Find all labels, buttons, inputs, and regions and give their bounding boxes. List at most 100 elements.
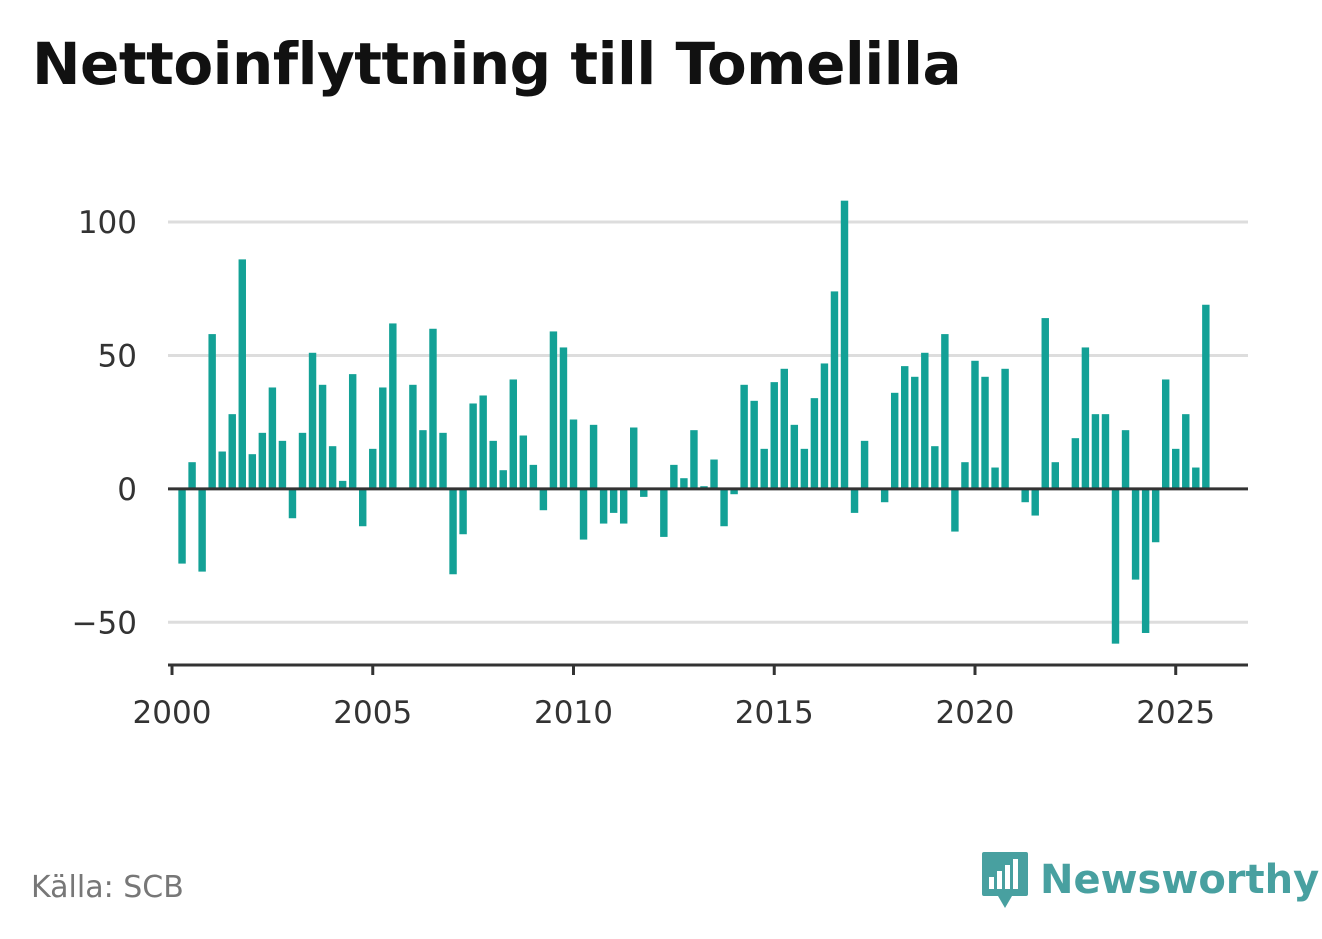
bar	[951, 488, 959, 532]
bar	[228, 414, 236, 489]
bar	[911, 376, 919, 489]
bar	[1041, 318, 1049, 489]
bar	[549, 331, 558, 489]
bar	[278, 440, 287, 489]
bar	[1161, 379, 1170, 489]
bar	[1192, 467, 1200, 489]
bar	[800, 448, 809, 489]
bar	[1001, 368, 1009, 489]
bar	[198, 488, 206, 572]
bar	[991, 467, 999, 489]
bar	[288, 488, 297, 519]
x-tick-label: 2010	[534, 695, 613, 731]
bar	[1081, 347, 1090, 489]
bar	[238, 259, 246, 489]
bar	[1101, 414, 1110, 489]
y-tick-label: 50	[98, 338, 137, 374]
bar	[921, 352, 929, 489]
bar	[890, 392, 899, 489]
bar	[559, 347, 568, 489]
bar	[619, 488, 628, 524]
bar	[1111, 488, 1120, 644]
bar	[539, 488, 548, 511]
bars	[178, 200, 1210, 644]
bar	[459, 488, 467, 535]
bar	[860, 440, 869, 489]
bar	[770, 382, 778, 489]
bar	[810, 398, 819, 489]
bar	[258, 432, 267, 489]
bar	[830, 291, 839, 489]
bar	[961, 462, 969, 489]
bar	[680, 478, 688, 489]
bar	[720, 488, 728, 527]
bar	[529, 464, 538, 489]
bar	[941, 334, 949, 489]
bar	[740, 384, 748, 489]
bar	[268, 387, 277, 489]
bar	[760, 448, 768, 489]
bar	[579, 488, 588, 540]
bar	[439, 432, 447, 489]
bar	[609, 488, 618, 513]
bar	[750, 400, 758, 489]
bar	[369, 448, 377, 489]
y-tick-label: 100	[78, 205, 137, 241]
bar	[880, 488, 889, 503]
bar	[178, 488, 186, 564]
bar	[449, 488, 457, 575]
bar	[850, 488, 859, 513]
bar	[630, 427, 638, 489]
grid-lines	[168, 220, 1248, 624]
bar	[469, 403, 477, 489]
bar	[710, 459, 718, 489]
bar	[589, 424, 598, 489]
source-note: Källa: SCB	[31, 870, 184, 905]
bar	[790, 424, 799, 489]
bar	[389, 323, 397, 489]
bar	[1071, 438, 1080, 489]
bar	[489, 440, 497, 489]
bar	[820, 363, 829, 489]
bar	[1051, 462, 1059, 489]
bar	[1202, 304, 1210, 489]
bar	[1031, 488, 1039, 516]
bar	[519, 435, 528, 489]
bar	[499, 470, 507, 489]
x-tick-label: 2000	[133, 695, 212, 731]
bar	[730, 488, 738, 495]
y-tick-label: 0	[117, 472, 137, 508]
bar	[780, 368, 788, 489]
bar	[1182, 414, 1190, 489]
bar	[901, 366, 909, 489]
x-tick-label: 2020	[936, 695, 1015, 731]
chart-title: Nettoinflyttning till Tomelilla	[32, 30, 962, 98]
bar	[328, 446, 337, 489]
bar	[1091, 414, 1100, 489]
newsworthy-logo-icon	[982, 852, 1028, 908]
bar	[298, 432, 307, 489]
bar	[1172, 448, 1180, 489]
bar	[379, 387, 387, 489]
bar	[188, 462, 196, 489]
bar	[409, 384, 417, 489]
bar	[840, 200, 849, 489]
bar	[348, 374, 357, 489]
bar	[599, 488, 608, 524]
bar	[569, 419, 578, 489]
tick-labels: −50 0 50 100 2000 2005 2010 2015 2020 2025	[72, 205, 1216, 731]
brand-name: Newsworthy	[1040, 857, 1320, 903]
bar	[981, 376, 989, 489]
bar	[1131, 488, 1140, 580]
bar	[971, 360, 979, 489]
bar	[308, 352, 317, 489]
y-tick-label: −50	[72, 605, 137, 641]
bar	[1141, 488, 1150, 633]
bar	[690, 430, 698, 489]
bar	[1021, 488, 1029, 503]
bar	[640, 488, 648, 497]
brand-logo: Newsworthy	[980, 850, 1319, 910]
bar	[338, 480, 347, 489]
bar	[479, 395, 487, 489]
